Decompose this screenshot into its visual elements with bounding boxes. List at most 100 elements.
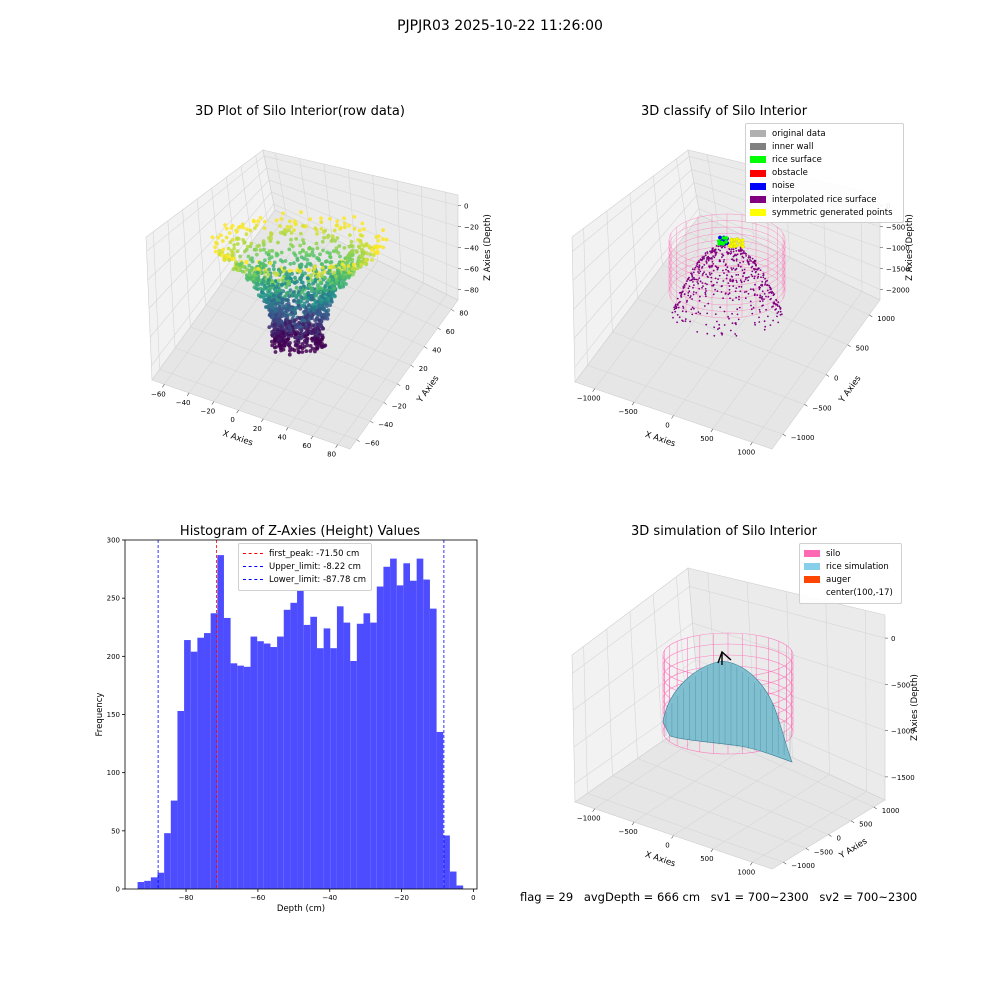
histogram-y-tick-label: 50	[111, 827, 120, 835]
histogram-bar	[396, 585, 404, 889]
raw-data-point	[347, 273, 351, 278]
raw-data-point	[303, 311, 307, 316]
classify-y-tick-mark	[847, 344, 851, 347]
raw-data-point	[300, 248, 305, 253]
classify-interpolated-point	[701, 286, 703, 289]
classify-interpolated-point	[762, 276, 765, 279]
classify-interpolated-point	[723, 272, 725, 274]
classify-interpolated-point	[740, 280, 743, 283]
histogram-bar	[370, 622, 377, 889]
legend-line	[243, 566, 263, 568]
classify-interpolated-point	[709, 273, 711, 276]
raw-data-point	[318, 304, 322, 308]
classify-interpolated-point	[716, 320, 718, 323]
raw-data-point	[322, 235, 326, 240]
histogram-plot: −80 −60 −40 −20 0 0 50 100 150 200 250 300 Depth (cm…	[95, 537, 478, 914]
classify-interpolated-point	[772, 292, 774, 294]
raw-data-point	[331, 265, 336, 270]
classify-interpolated-point	[729, 280, 731, 282]
raw-data-point	[270, 330, 274, 334]
raw-data-point	[293, 253, 298, 257]
classify-interpolated-point	[696, 281, 699, 283]
classify-surface-point	[720, 240, 724, 245]
classify-interpolated-point	[704, 282, 707, 285]
raw-data-point	[229, 248, 234, 253]
raw-data-point	[302, 296, 307, 300]
raw-data-point	[308, 217, 312, 222]
classify-interpolated-point	[750, 308, 753, 311]
sim-grid-line-x	[652, 594, 852, 821]
classify-interpolated-point	[778, 305, 781, 308]
raw-data-point	[347, 257, 352, 262]
classify-interpolated-point	[714, 313, 717, 315]
raw-data-point	[287, 228, 291, 233]
classify-interpolated-point	[740, 285, 743, 288]
classify-interpolated-point	[715, 266, 718, 269]
classify-interpolated-point	[734, 268, 737, 271]
histogram-bar	[390, 558, 397, 889]
classify-grid-line-x	[606, 210, 805, 405]
classify-interpolated-point	[770, 297, 772, 300]
raw-data-point	[284, 306, 289, 311]
legend-item: center(100,-17)	[804, 587, 897, 600]
raw-data-point	[283, 294, 287, 299]
raw-data-point	[279, 348, 283, 353]
raw-data-point	[292, 321, 297, 326]
raw-data-point	[273, 336, 278, 341]
classify-interpolated-point	[722, 254, 725, 257]
raw-data-point	[342, 221, 347, 226]
raw-data-point	[287, 330, 292, 335]
legend-label: center(100,-17)	[826, 588, 893, 599]
classify-interpolated-point	[758, 308, 761, 311]
classify-interpolated-point	[766, 279, 768, 282]
classify-interpolated-point	[693, 278, 696, 281]
classify-interpolated-point	[677, 306, 680, 309]
raw-y-tick-mark	[451, 309, 455, 312]
raw-data-point	[318, 252, 322, 257]
raw-tick-labels: −60 −40 −20 0 20 40 60 80 −60 −40 −20 0 20 40 60 80 0 −20…	[151, 203, 479, 459]
classify-interpolated-point	[688, 285, 691, 288]
classify-interpolated-point	[751, 257, 754, 260]
raw-data-point	[216, 235, 221, 240]
raw-data-point	[300, 350, 305, 354]
classify-interpolated-point	[753, 321, 756, 324]
raw-data-point	[282, 266, 287, 270]
classify-interpolated-point	[761, 280, 764, 283]
raw-data-point	[282, 340, 287, 345]
classify-interpolated-point	[738, 295, 740, 298]
raw-data-point	[317, 258, 322, 263]
raw-data-point	[334, 274, 338, 279]
classify-interpolated-point	[754, 323, 756, 326]
sv2-text: sv2 = 700~2300	[819, 890, 918, 904]
classify-interpolated-point	[682, 305, 684, 308]
classify-interpolated-point	[741, 252, 744, 255]
classify-interpolated-point	[761, 298, 763, 300]
raw-data-point	[284, 272, 289, 277]
classify-interpolated-point	[728, 285, 731, 287]
histogram-y-axis-label: Frequency	[95, 693, 105, 737]
classify-interpolated-point	[721, 253, 723, 256]
raw-z-tick-label: 0	[464, 203, 468, 211]
classify-interpolated-point	[680, 296, 682, 298]
classify-interpolated-point	[686, 278, 689, 281]
classify-interpolated-point	[685, 282, 687, 285]
raw-data-point	[300, 290, 304, 295]
raw-data-point	[240, 269, 245, 274]
raw-data-point	[328, 265, 332, 270]
classify-interpolated-point	[729, 278, 732, 281]
histogram-bar	[144, 880, 151, 889]
raw-data-point	[300, 346, 305, 351]
classify-interpolated-point	[695, 312, 697, 315]
raw-data-point	[299, 231, 303, 236]
classify-interpolated-point	[693, 307, 695, 310]
raw-data-point	[272, 341, 277, 346]
raw-data-point	[292, 318, 297, 323]
raw-data-point	[256, 271, 261, 275]
classify-grid-line-z	[574, 208, 881, 368]
raw-data-point	[319, 286, 324, 291]
classify-interpolated-point	[730, 248, 733, 251]
raw-data-point	[362, 227, 366, 232]
classify-interpolated-point	[705, 290, 707, 292]
raw-data-point	[276, 330, 281, 335]
classify-interpolated-point	[689, 296, 691, 299]
